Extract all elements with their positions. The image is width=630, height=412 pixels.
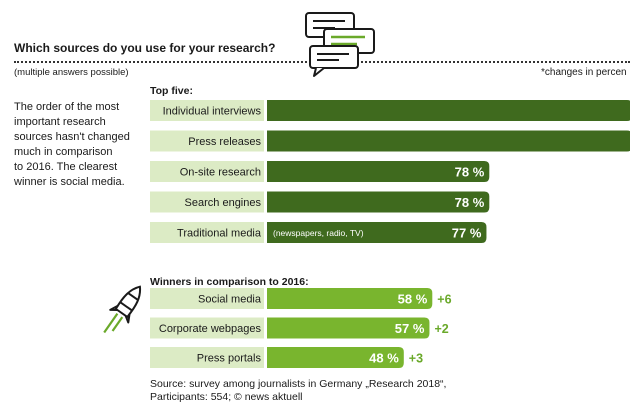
chat-bubbles-icon (305, 12, 375, 77)
change-label: +3 (409, 352, 423, 366)
rocket-icon (103, 285, 142, 334)
category-label-bg (150, 130, 264, 152)
value-label: 78 % (455, 165, 485, 180)
category-label-bg (150, 191, 264, 213)
bar (267, 222, 487, 243)
source-line: Source: survey among journalists in Germ… (150, 378, 447, 390)
category-label-bg (150, 288, 264, 309)
category-label: Press portals (197, 353, 262, 365)
bar (267, 161, 490, 182)
bar-annotation: (newspapers, radio, TV) (273, 228, 364, 238)
source-note: Source: survey among journalists in Germ… (150, 378, 446, 404)
category-label: On-site research (180, 167, 261, 179)
changes-unit-note: *changes in percen (541, 67, 627, 78)
category-label: Search engines (185, 197, 262, 209)
category-label: Press releases (188, 136, 261, 148)
intro-line: The order of the most (14, 101, 120, 113)
intro-line: winner is social media. (14, 176, 125, 188)
bar (267, 130, 630, 152)
category-label: Social media (198, 294, 262, 306)
winners-heading: Winners in comparison to 2016: (150, 276, 309, 288)
value-label: 58 % (398, 292, 428, 307)
bar (267, 191, 490, 213)
intro-line: sources hasn't changed (14, 131, 130, 143)
chart-title: Which sources do you use for your resear… (14, 41, 276, 55)
multiple-answers-note: (multiple answers possible) (14, 67, 129, 78)
category-label-bg (150, 161, 264, 182)
intro-line: to 2016. The clearest (14, 161, 118, 173)
category-label: Individual interviews (163, 106, 262, 118)
intro-text: The order of the most important research… (14, 100, 142, 190)
bar (267, 347, 404, 368)
category-label-bg (150, 100, 264, 121)
category-label-bg (150, 347, 264, 368)
change-label: +6 (437, 293, 451, 307)
top-five-heading: Top five: (150, 85, 193, 97)
category-label: Corporate webpages (159, 323, 262, 335)
bar (267, 317, 430, 339)
change-label: +2 (434, 322, 448, 336)
value-label: 78 % (455, 195, 485, 210)
value-label: 77 % (452, 226, 482, 241)
bar (267, 100, 630, 121)
category-label: Traditional media (177, 228, 262, 240)
bar (267, 288, 433, 309)
intro-line: important research (14, 116, 106, 128)
intro-line: much in comparison (14, 146, 113, 158)
category-label-bg (150, 317, 264, 339)
source-line: Participants: 554; © news aktuell (150, 391, 303, 403)
category-label-bg (150, 222, 264, 243)
value-label: 48 % (369, 351, 399, 366)
value-label: 57 % (395, 321, 425, 336)
